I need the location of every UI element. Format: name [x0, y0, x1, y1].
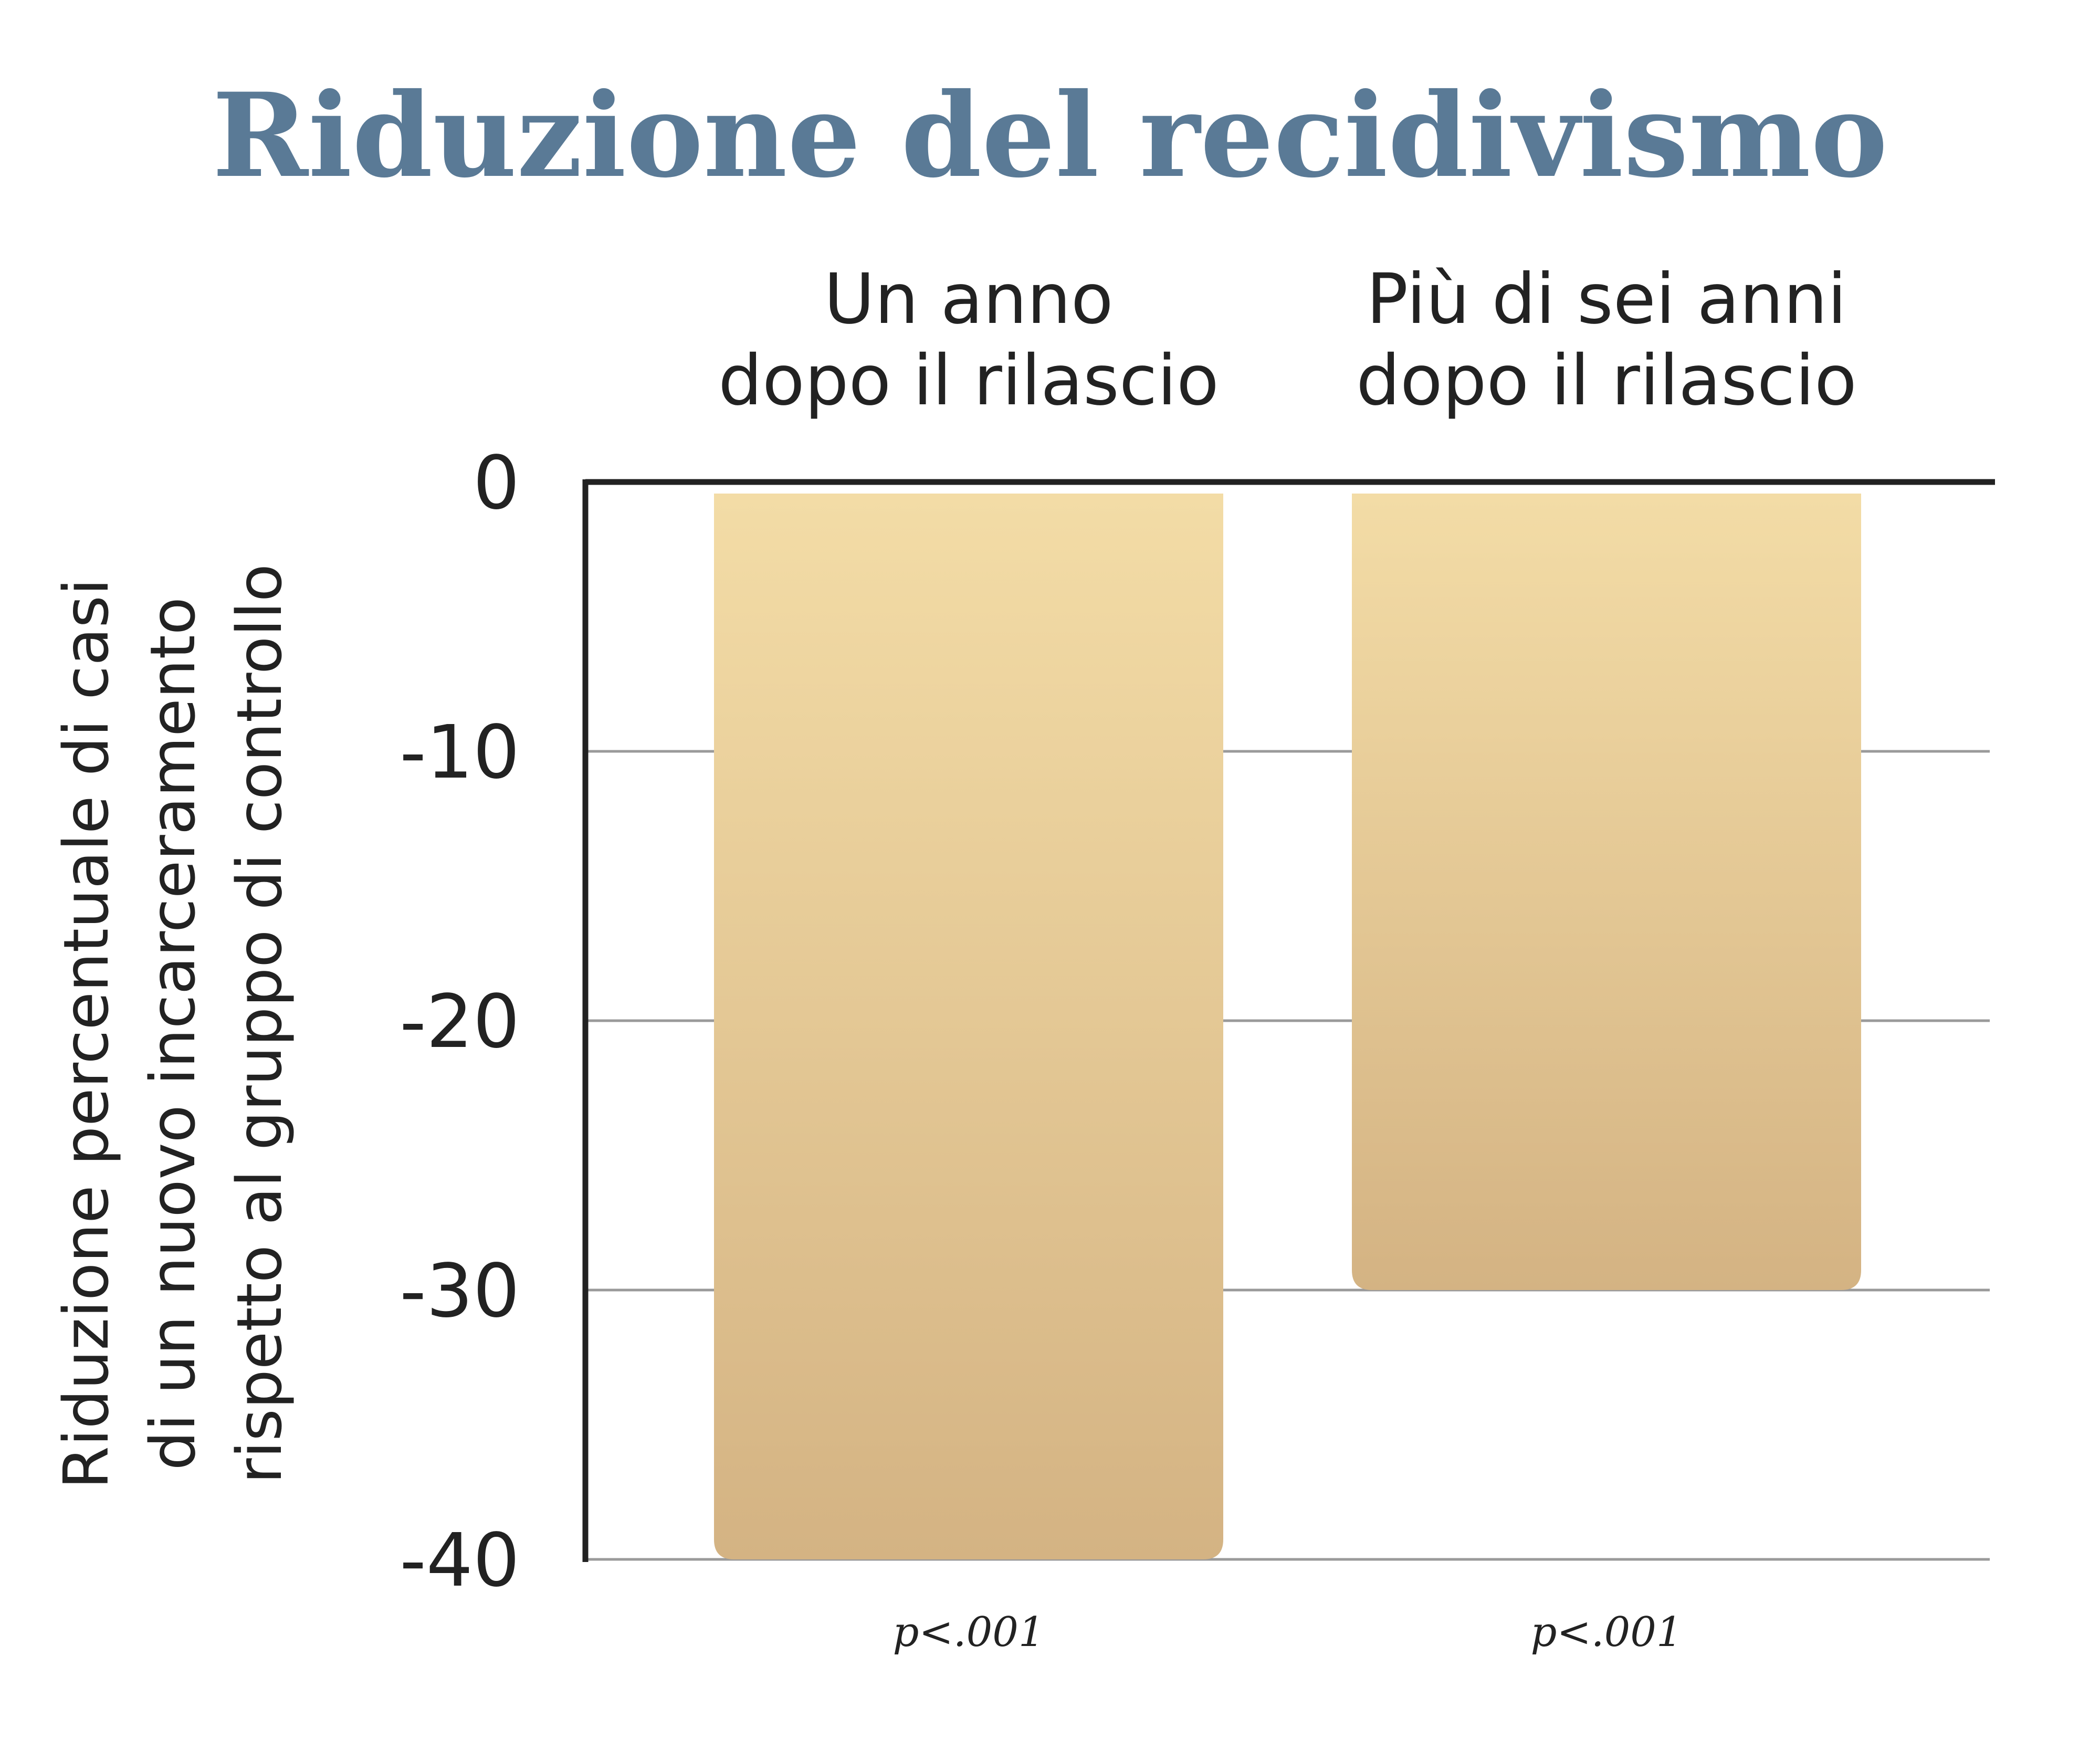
- y-tick-label: -10: [400, 710, 520, 795]
- y-tick-label: -30: [400, 1249, 520, 1334]
- y-tick-label: 0: [473, 441, 520, 526]
- axes: [582, 479, 1995, 1562]
- y-axis-label-line-2: di un nuovo incarceramento: [136, 597, 209, 1470]
- category-label: Un anno dopo il rilascio: [718, 259, 1219, 421]
- y-axis-label-line-3: rispetto al gruppo di controllo: [223, 564, 296, 1484]
- y-tick-label: -20: [400, 979, 520, 1065]
- p-value-label: p<.001: [893, 1609, 1045, 1656]
- y-tick-label: -40: [400, 1518, 520, 1603]
- category-label-line: Più di sei anni: [1367, 259, 1847, 340]
- bar: [1352, 494, 1861, 1290]
- y-axis-label: Riduzione percentuale di casi di un nuov…: [50, 559, 296, 1489]
- annotations: p<.001 p<.001: [893, 1609, 1683, 1656]
- category-label: Più di sei anni dopo il rilascio: [1356, 259, 1857, 421]
- p-value-label: p<.001: [1531, 1609, 1683, 1656]
- y-tick-labels: 0 -10 -20 -30 -40: [400, 441, 520, 1603]
- bars: [714, 494, 1861, 1559]
- bar: [714, 494, 1223, 1559]
- y-axis-label-line-1: Riduzione percentuale di casi: [50, 578, 122, 1489]
- category-label-line: Un anno: [824, 259, 1113, 340]
- category-label-line: dopo il rilascio: [718, 340, 1219, 421]
- chart-title: Riduzione del recidivismo: [212, 67, 1888, 203]
- category-label-line: dopo il rilascio: [1356, 340, 1857, 421]
